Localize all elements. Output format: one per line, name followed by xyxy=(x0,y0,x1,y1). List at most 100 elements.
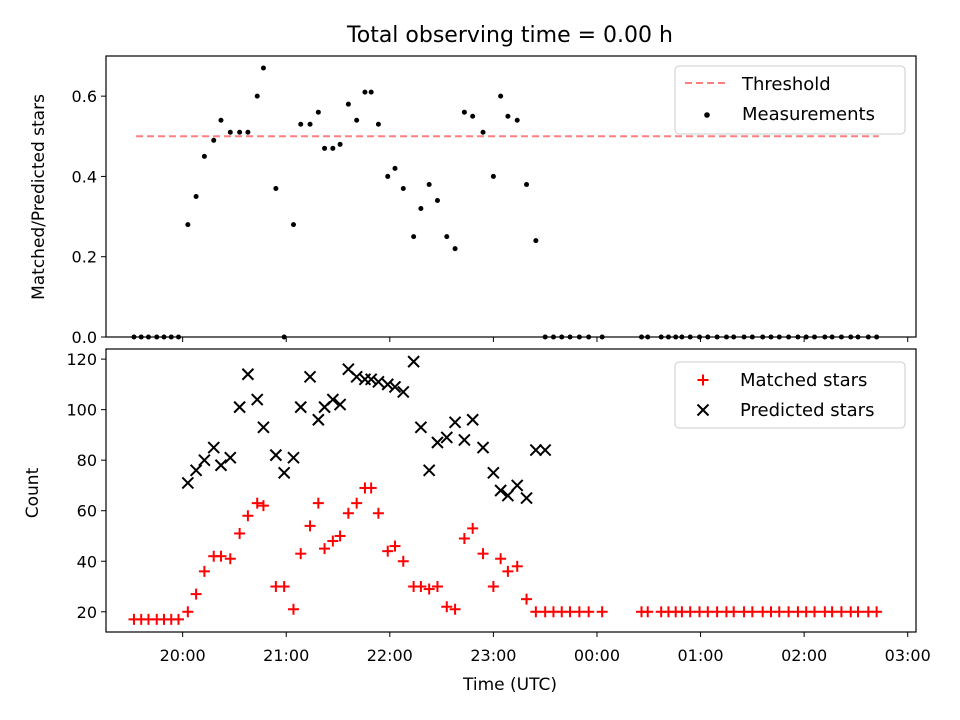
matched-point xyxy=(415,581,427,593)
measurement-point xyxy=(368,89,374,95)
predicted-point xyxy=(287,451,300,464)
predicted-point xyxy=(251,393,264,406)
matched-point xyxy=(642,606,654,618)
measurement-point xyxy=(375,121,381,127)
measurement-point xyxy=(505,113,511,119)
measurement-point xyxy=(514,117,520,123)
predicted-point xyxy=(487,466,500,480)
x-tick-label: 21:00 xyxy=(263,646,309,665)
matched-point xyxy=(530,606,542,618)
measurement-point xyxy=(385,173,391,179)
matched-point xyxy=(351,497,363,509)
top-legend: Threshold Measurements xyxy=(674,65,906,135)
measurement-point xyxy=(322,145,328,151)
matched-point xyxy=(234,527,246,539)
predicted-points-layer xyxy=(181,355,552,505)
measurement-point xyxy=(434,198,440,204)
predicted-point xyxy=(466,413,479,426)
bottom-y-tick-label: 20 xyxy=(77,603,97,622)
x-tick-label: 23:00 xyxy=(470,646,516,665)
predicted-point xyxy=(277,466,291,480)
matched-point xyxy=(215,550,227,562)
matched-point xyxy=(423,583,435,595)
predicted-point xyxy=(241,368,255,381)
matched-point xyxy=(573,606,585,618)
measurement-point xyxy=(273,185,279,191)
measurement-point xyxy=(307,121,313,127)
measurement-point xyxy=(411,234,417,240)
measurement-point xyxy=(337,141,343,147)
predicted-point xyxy=(529,443,543,457)
matched-point xyxy=(173,613,185,625)
predicted-point xyxy=(407,355,420,368)
matched-point xyxy=(389,540,401,552)
matched-point xyxy=(441,601,453,613)
measurement-point xyxy=(524,181,530,187)
predicted-point xyxy=(303,370,317,384)
matched-point xyxy=(564,606,576,618)
matched-point xyxy=(783,606,795,618)
predicted-point xyxy=(511,479,524,492)
measurement-point xyxy=(498,93,504,99)
matched-point xyxy=(596,606,608,618)
matched-point xyxy=(502,565,514,577)
measurement-point xyxy=(211,137,217,143)
legend-predicted-marker xyxy=(696,403,710,417)
predicted-point xyxy=(257,421,270,434)
predicted-point xyxy=(388,380,402,394)
matched-point xyxy=(190,588,202,600)
predicted-point xyxy=(431,436,444,449)
matched-point xyxy=(808,606,820,618)
top-y-tick-label: 0.2 xyxy=(72,248,97,267)
bottom-legend: Matched stars Predicted stars xyxy=(674,361,906,429)
measurement-point xyxy=(470,113,476,119)
matched-point xyxy=(382,545,394,557)
predicted-point xyxy=(494,484,507,497)
bottom-panel: Count Time (UTC) 20 40 60 80 100 120 20:00 21:… xyxy=(23,348,931,695)
matched-point xyxy=(511,560,523,572)
predicted-point xyxy=(198,453,211,467)
measurement-point xyxy=(245,129,251,135)
measurement-point xyxy=(201,153,207,159)
predicted-point xyxy=(333,398,347,411)
measurement-point xyxy=(260,65,266,71)
measurement-point xyxy=(452,246,458,252)
predicted-point xyxy=(414,421,428,434)
predicted-point xyxy=(501,489,515,502)
measurement-point xyxy=(237,129,243,135)
matched-point xyxy=(711,606,723,618)
bottom-plot-frame xyxy=(105,348,917,633)
chart-title: Total observing time = 0.00 h xyxy=(346,23,673,48)
bottom-y-ticks: 20 40 60 80 100 120 xyxy=(66,350,106,622)
legend-measurements-swatch xyxy=(704,112,710,118)
predicted-point xyxy=(269,448,283,462)
x-tick-label: 01:00 xyxy=(677,646,723,665)
predicted-point xyxy=(189,464,203,477)
matched-point xyxy=(342,507,354,519)
bottom-y-tick-label: 40 xyxy=(77,552,97,571)
x-tick-label: 20:00 xyxy=(160,646,206,665)
measurement-point xyxy=(345,101,351,107)
measurement-point xyxy=(290,222,296,228)
predicted-point xyxy=(422,464,436,477)
measurement-point xyxy=(315,109,321,115)
matched-point xyxy=(182,606,194,618)
top-y-ticks: 0.0 0.2 0.4 0.6 xyxy=(72,87,106,347)
predicted-point xyxy=(224,451,237,464)
bottom-y-tick-label: 120 xyxy=(66,350,97,369)
matched-point xyxy=(495,553,507,565)
matched-point xyxy=(365,482,377,494)
legend-matched-swatch xyxy=(697,374,709,386)
matched-point xyxy=(487,581,499,593)
predicted-point xyxy=(364,373,378,386)
matched-point xyxy=(287,603,299,615)
measurement-point xyxy=(490,173,496,179)
predicted-point xyxy=(372,375,385,389)
measurement-point xyxy=(298,121,304,127)
matched-point xyxy=(257,500,269,512)
matched-point xyxy=(458,533,470,545)
matched-point xyxy=(773,606,785,618)
predicted-point xyxy=(520,491,533,505)
predicted-point xyxy=(181,476,195,490)
matched-point xyxy=(397,555,409,567)
